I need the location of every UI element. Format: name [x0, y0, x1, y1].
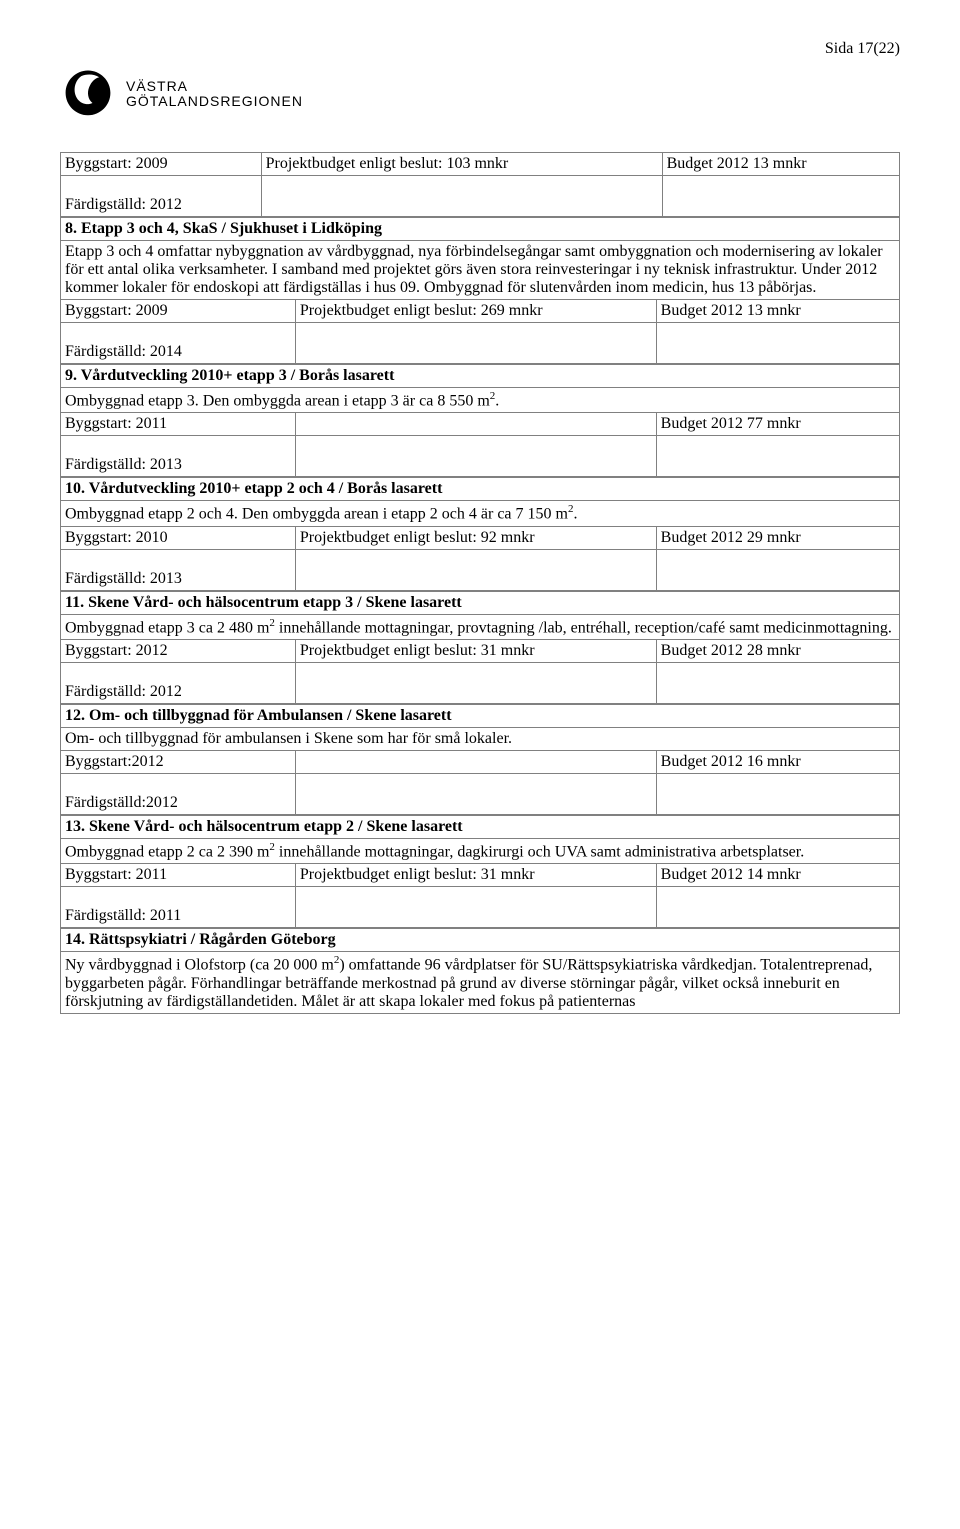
sec9-done: Färdigställd: 2013 [61, 436, 296, 477]
sec11-done-text: Färdigställd: 2012 [65, 683, 182, 700]
top-done: Färdigställd: 2012 [61, 176, 262, 217]
sec13-c2: Projektbudget enligt beslut: 31 mnkr [295, 864, 656, 887]
sec9-desc-a: Ombyggnad etapp 3. Den ombyggda arean i … [65, 392, 490, 409]
logo: VÄSTRA GÖTALANDSREGIONEN [60, 66, 900, 122]
sec9-title: 9. Vårdutveckling 2010+ etapp 3 / Borås … [61, 365, 900, 388]
sec10-desc-b: . [573, 506, 577, 523]
sec11-desc-a: Ombyggnad etapp 3 ca 2 480 m [65, 619, 269, 636]
sec9-c3: Budget 2012 77 mnkr [656, 413, 899, 436]
sec11-desc-b: innehållande mottagningar, provtagning /… [275, 619, 892, 636]
sec9-e2 [656, 436, 899, 477]
sec9-done-text: Färdigställd: 2013 [65, 456, 182, 473]
sec11-title: 11. Skene Vård- och hälsocentrum etapp 3… [61, 591, 900, 614]
sec13-e1 [295, 887, 656, 928]
sec8-e2 [656, 323, 899, 364]
sec8-c1: Byggstart: 2009 [61, 300, 296, 323]
sec12-table: 12. Om- och tillbyggnad för Ambulansen /… [60, 704, 900, 815]
logo-line1: VÄSTRA [126, 79, 303, 94]
sec12-desc: Om- och tillbyggnad för ambulansen i Ske… [61, 727, 900, 750]
sec14-desc-a: Ny vårdbyggnad i Olofstorp (ca 20 000 m [65, 957, 334, 974]
sec9-c2 [295, 413, 656, 436]
sec12-c2 [295, 750, 656, 773]
top-c3: Budget 2012 13 mnkr [662, 153, 899, 176]
sec10-desc: Ombyggnad etapp 2 och 4. Den ombyggda ar… [61, 501, 900, 526]
sec9-c1: Byggstart: 2011 [61, 413, 296, 436]
sec14-title: 14. Rättspsykiatri / Rågården Göteborg [61, 929, 900, 952]
top-row-table: Byggstart: 2009 Projektbudget enligt bes… [60, 152, 900, 217]
sec10-done: Färdigställd: 2013 [61, 549, 296, 590]
sec10-title: 10. Vårdutveckling 2010+ etapp 2 och 4 /… [61, 478, 900, 501]
sec11-e2 [656, 662, 899, 703]
sec10-done-text: Färdigställd: 2013 [65, 570, 182, 587]
sec13-c3: Budget 2012 14 mnkr [656, 864, 899, 887]
sec8-title: 8. Etapp 3 och 4, SkaS / Sjukhuset i Lid… [61, 218, 900, 241]
sec10-c3: Budget 2012 29 mnkr [656, 526, 899, 549]
sec13-c1: Byggstart: 2011 [61, 864, 296, 887]
sec8-e1 [295, 323, 656, 364]
sec9-table: 9. Vårdutveckling 2010+ etapp 3 / Borås … [60, 364, 900, 477]
sec11-e1 [295, 662, 656, 703]
sec12-e1 [295, 773, 656, 814]
sec13-done-text: Färdigställd: 2011 [65, 907, 181, 924]
sec10-c2: Projektbudget enligt beslut: 92 mnkr [295, 526, 656, 549]
top-c1: Byggstart: 2009 [61, 153, 262, 176]
sec13-desc-b: innehållande mottagningar, dagkirurgi oc… [275, 843, 804, 860]
sec13-desc: Ombyggnad etapp 2 ca 2 390 m2 innehållan… [61, 838, 900, 863]
sec8-c2: Projektbudget enligt beslut: 269 mnkr [295, 300, 656, 323]
top-empty1 [261, 176, 662, 217]
sec8-done: Färdigställd: 2014 [61, 323, 296, 364]
sec12-title: 12. Om- och tillbyggnad för Ambulansen /… [61, 704, 900, 727]
sec8-c3: Budget 2012 13 mnkr [656, 300, 899, 323]
top-c2: Projektbudget enligt beslut: 103 mnkr [261, 153, 662, 176]
sec8-done-text: Färdigställd: 2014 [65, 343, 182, 360]
sec10-c1: Byggstart: 2010 [61, 526, 296, 549]
sec10-e1 [295, 549, 656, 590]
sec9-desc: Ombyggnad etapp 3. Den ombyggda arean i … [61, 388, 900, 413]
sec13-e2 [656, 887, 899, 928]
sec11-table: 11. Skene Vård- och hälsocentrum etapp 3… [60, 591, 900, 704]
top-done-text: Färdigställd: 2012 [65, 196, 182, 213]
sec8-desc: Etapp 3 och 4 omfattar nybyggnation av v… [61, 241, 900, 300]
sec10-desc-a: Ombyggnad etapp 2 och 4. Den ombyggda ar… [65, 506, 568, 523]
page-number: Sida 17(22) [60, 40, 900, 58]
sec12-done: Färdigställd:2012 [61, 773, 296, 814]
top-empty2 [662, 176, 899, 217]
sec10-table: 10. Vårdutveckling 2010+ etapp 2 och 4 /… [60, 477, 900, 590]
sec13-desc-a: Ombyggnad etapp 2 ca 2 390 m [65, 843, 269, 860]
sec12-c1: Byggstart:2012 [61, 750, 296, 773]
sec11-c3: Budget 2012 28 mnkr [656, 639, 899, 662]
sec13-table: 13. Skene Vård- och hälsocentrum etapp 2… [60, 815, 900, 928]
sec13-title: 13. Skene Vård- och hälsocentrum etapp 2… [61, 815, 900, 838]
sec11-done: Färdigställd: 2012 [61, 662, 296, 703]
sec9-desc-b: . [495, 392, 499, 409]
sec12-done-text: Färdigställd:2012 [65, 794, 178, 811]
sec10-e2 [656, 549, 899, 590]
sec12-e2 [656, 773, 899, 814]
sec11-c1: Byggstart: 2012 [61, 639, 296, 662]
sec12-c3: Budget 2012 16 mnkr [656, 750, 899, 773]
sec8-table: 8. Etapp 3 och 4, SkaS / Sjukhuset i Lid… [60, 217, 900, 364]
logo-line2: GÖTALANDSREGIONEN [126, 94, 303, 109]
sec11-c2: Projektbudget enligt beslut: 31 mnkr [295, 639, 656, 662]
logo-mark-icon [60, 66, 116, 122]
sec14-desc: Ny vårdbyggnad i Olofstorp (ca 20 000 m2… [61, 952, 900, 1013]
sec9-e1 [295, 436, 656, 477]
sec11-desc: Ombyggnad etapp 3 ca 2 480 m2 innehållan… [61, 614, 900, 639]
sec14-table: 14. Rättspsykiatri / Rågården Göteborg N… [60, 928, 900, 1013]
sec13-done: Färdigställd: 2011 [61, 887, 296, 928]
